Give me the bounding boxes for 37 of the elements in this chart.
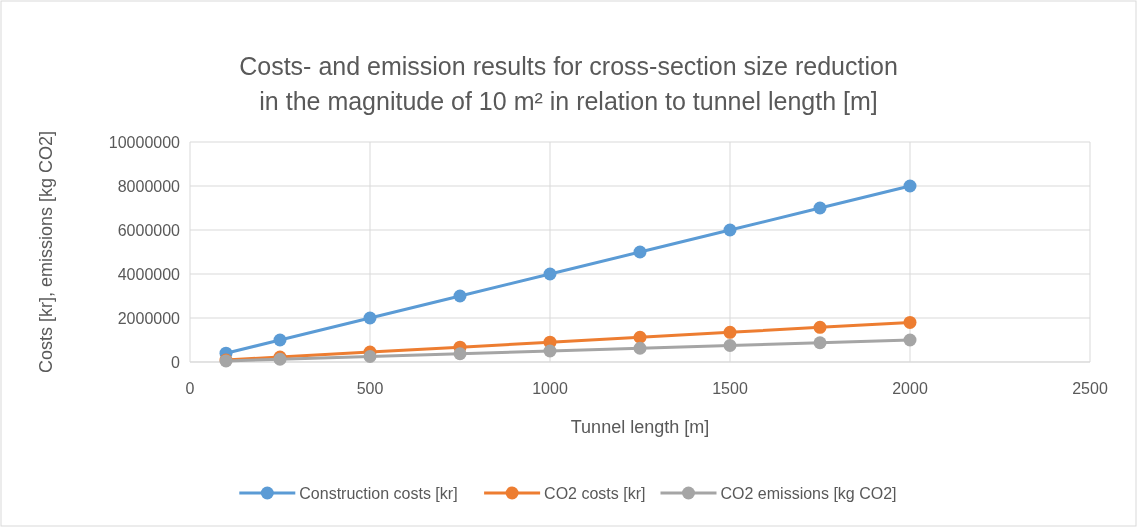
legend-label: CO2 emissions [kg CO2] xyxy=(720,484,897,502)
point xyxy=(633,330,647,344)
point xyxy=(723,325,737,339)
point xyxy=(903,315,917,329)
point xyxy=(363,311,377,325)
x-axis-title: Tunnel length [m] xyxy=(570,417,710,437)
x-tick-label: 0 xyxy=(185,380,195,397)
legend-label: Construction costs [kr] xyxy=(299,484,458,502)
point xyxy=(723,339,737,352)
x-tick-label: 1500 xyxy=(712,380,748,397)
legend-label: CO2 costs [kr] xyxy=(544,484,646,502)
point xyxy=(543,267,557,281)
point xyxy=(813,320,827,334)
point xyxy=(633,245,647,259)
x-tick-label: 2500 xyxy=(1072,380,1108,397)
point xyxy=(813,201,827,215)
y-tick-label: 4000000 xyxy=(117,265,181,283)
y-tick-label: 6000000 xyxy=(117,221,181,239)
x-tick-label: 1000 xyxy=(532,380,568,397)
point xyxy=(543,344,557,358)
chart-title: Costs- and emission results for cross-section size reduction in the magnitude of 10 m² in relation to tunnel length [m] xyxy=(239,52,898,115)
point xyxy=(453,347,467,361)
y-axis-title: Costs [kr], emissions [kg CO2] xyxy=(36,130,56,374)
point xyxy=(813,336,827,350)
y-tick-label: 10000000 xyxy=(108,133,181,151)
y-tick-label: 2000000 xyxy=(117,309,181,327)
point xyxy=(453,289,467,303)
x-tick-label: 2000 xyxy=(892,380,928,397)
point xyxy=(363,350,377,363)
point xyxy=(723,223,737,237)
point xyxy=(633,341,647,355)
x-tick-label: 500 xyxy=(356,380,384,397)
point xyxy=(903,179,917,193)
y-tick-label: 8000000 xyxy=(117,177,181,195)
point xyxy=(903,333,917,347)
point xyxy=(273,333,287,347)
y-tick-label: 0 xyxy=(171,353,181,371)
